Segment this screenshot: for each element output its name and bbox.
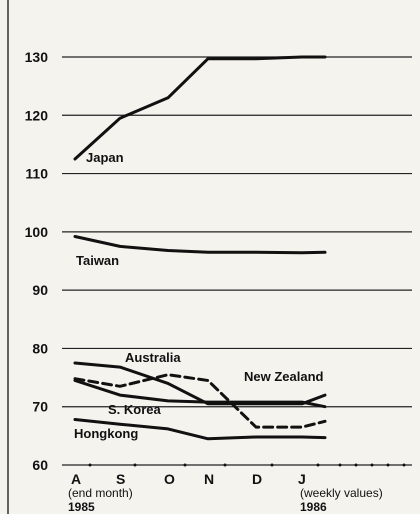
y-tick-label-90: 90 bbox=[32, 282, 48, 298]
x-tick-label-j: J bbox=[298, 471, 306, 487]
x-dot-mark-6 bbox=[338, 463, 342, 467]
x-dot-mark-9 bbox=[386, 463, 390, 467]
y-tick-label-70: 70 bbox=[32, 399, 48, 415]
x-note-end: (weekly values) bbox=[300, 486, 383, 500]
y-tick-label-110: 110 bbox=[25, 166, 48, 182]
x-year-start: 1985 bbox=[68, 500, 95, 514]
y-tick-label-130: 130 bbox=[25, 49, 49, 65]
series-line-new-zealand bbox=[73, 373, 327, 429]
x-tick-label-a: A bbox=[71, 471, 81, 487]
series-label-hongkong: Hongkong bbox=[74, 426, 138, 441]
x-dot-mark-3 bbox=[223, 463, 227, 467]
x-dot-mark-10 bbox=[402, 463, 406, 467]
series-line-hongkong bbox=[73, 418, 327, 441]
series-line-taiwan bbox=[73, 235, 327, 255]
x-dot-mark-4 bbox=[270, 463, 274, 467]
x-dot-mark-0 bbox=[88, 463, 92, 467]
series-line-japan bbox=[73, 55, 327, 161]
series-label-japan: Japan bbox=[86, 150, 124, 165]
y-tick-label-80: 80 bbox=[32, 340, 48, 356]
x-dot-mark-1 bbox=[133, 463, 137, 467]
y-tick-label-100: 100 bbox=[25, 224, 49, 240]
x-tick-label-s: S bbox=[116, 471, 125, 487]
x-dot-mark-7 bbox=[354, 463, 358, 467]
x-tick-label-o: O bbox=[164, 471, 175, 487]
series-label-taiwan: Taiwan bbox=[76, 253, 119, 268]
x-dot-mark-8 bbox=[370, 463, 374, 467]
x-note-start: (end month) bbox=[68, 486, 133, 500]
x-tick-label-d: D bbox=[252, 471, 262, 487]
x-tick-label-n: N bbox=[204, 471, 214, 487]
y-tick-label-120: 120 bbox=[25, 107, 49, 123]
y-tick-label-60: 60 bbox=[32, 457, 48, 473]
series-label-australia: Australia bbox=[125, 350, 181, 365]
x-year-end: 1986 bbox=[300, 500, 327, 514]
series-line-s-korea bbox=[73, 379, 327, 409]
series-label-s-korea: S. Korea bbox=[108, 402, 162, 417]
series-label-new-zealand: New Zealand bbox=[244, 369, 324, 384]
series-line-australia bbox=[73, 361, 327, 406]
x-dot-mark-5 bbox=[316, 463, 320, 467]
x-dot-mark-2 bbox=[183, 463, 187, 467]
